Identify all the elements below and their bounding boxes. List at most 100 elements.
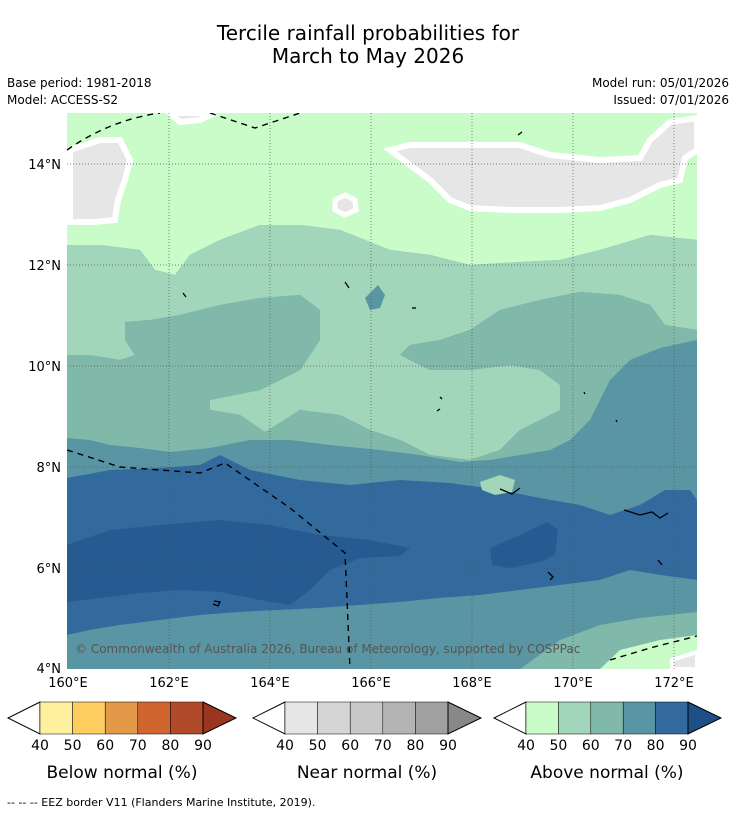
field-90-core-west: [67, 520, 410, 605]
copyright-text: © Commonwealth of Australia 2026, Bureau…: [75, 642, 580, 656]
lon-tick-label: 172°E: [654, 676, 694, 691]
lat-tick-label: 10°N: [28, 360, 61, 375]
colorbar-swatch: [284, 701, 318, 735]
map-title: Tercile rainfall probabilities for March…: [0, 22, 736, 68]
colorbar-near-normal: 40 50 60 70 80 90 Near normal (%): [251, 701, 483, 783]
atolls: [182, 131, 669, 607]
atoll-mark: [657, 559, 663, 566]
eez-border-north-2: [209, 113, 301, 129]
field-70-80-islet: [365, 285, 385, 310]
atoll-mark: [623, 509, 669, 519]
lon-tick-label: 160°E: [48, 676, 88, 691]
colorbar-tick: 50: [64, 738, 82, 754]
colorbar-above-normal: 40 50 60 70 80 90 Above normal (%): [492, 701, 723, 783]
field-60-70-band: [67, 292, 697, 462]
colorbar-swatch: [590, 701, 624, 735]
colorbar-tick: 70: [614, 738, 632, 754]
atoll-mark: [182, 292, 187, 298]
meta-right: Model run: 05/01/2026 Issued: 07/01/2026: [592, 75, 729, 109]
lon-tick-label: 170°E: [553, 676, 593, 691]
eez-border-north: [67, 113, 161, 151]
atoll-mark: [615, 419, 618, 423]
atoll-mark: [517, 131, 523, 136]
colorbar-swatch: [349, 701, 384, 735]
colorbar-tick: 80: [406, 738, 424, 754]
model-run: Model run: 05/01/2026: [591, 76, 729, 90]
meta-left: Base period: 1981-2018 Model: ACCESS-S2: [7, 75, 152, 109]
atoll-mark: [212, 600, 221, 607]
probability-fields: © Commonwealth of Australia 2026, Bureau…: [67, 113, 697, 669]
near-normal-northeast: [383, 114, 697, 213]
gridlines: [67, 113, 697, 669]
title-line-1: Tercile rainfall probabilities for: [216, 21, 520, 45]
eez-border-south: [609, 635, 697, 661]
colorbar-tick: 50: [309, 738, 327, 754]
lat-tick-label: 12°N: [28, 259, 61, 274]
colorbar-swatch: [655, 701, 689, 735]
atoll-mark: [547, 571, 554, 581]
field-50-60-islet: [480, 475, 515, 495]
lon-tick-label: 164°E: [250, 676, 290, 691]
colorbar-tick: 40: [276, 738, 294, 754]
near-normal-isle: [332, 192, 359, 218]
colorbar-swatch: [137, 701, 171, 735]
colorbar-arrow-high: [447, 701, 483, 735]
colorbars: 40 50 60 70 80 90 Below normal (%) 40 50…: [6, 701, 723, 783]
colorbar-arrow-low: [6, 701, 41, 735]
colorbar-tick: 90: [679, 738, 697, 754]
colorbar-tick: 40: [31, 738, 49, 754]
colorbar-label: Near normal (%): [297, 763, 437, 783]
eez-border-west: [67, 449, 351, 669]
lat-tick-label: 8°N: [37, 461, 62, 476]
colorbar-tick: 60: [582, 738, 600, 754]
colorbar-tick: 50: [549, 738, 567, 754]
colorbar-tick: 80: [161, 738, 179, 754]
colorbar-swatch: [558, 701, 592, 735]
colorbar-tick: 40: [517, 738, 535, 754]
colorbar-tick: 90: [439, 738, 457, 754]
eez-footer-note: -- -- -- EEZ border V11 (Flanders Marine…: [7, 796, 316, 809]
colorbar-swatch: [72, 701, 106, 735]
colorbar-arrow-high: [687, 701, 723, 735]
axis-labels: 160°E 162°E 164°E 166°E 168°E 170°E 172°…: [28, 158, 694, 691]
colorbar-below-normal: 40 50 60 70 80 90 Below normal (%): [6, 701, 238, 783]
colorbar-arrow-high: [202, 701, 238, 735]
field-70-80-south: [67, 570, 697, 669]
issued-date: Issued: 07/01/2026: [613, 93, 729, 107]
lat-tick-label: 6°N: [37, 562, 62, 577]
eez-borders: [67, 113, 697, 669]
colorbar-tick: 70: [129, 738, 147, 754]
colorbar-swatch: [622, 701, 656, 735]
lon-tick-label: 168°E: [452, 676, 492, 691]
colorbar-tick: 60: [341, 738, 359, 754]
near-normal-south: [670, 649, 697, 669]
colorbar-arrow-low: [492, 701, 527, 735]
atoll-mark: [499, 487, 521, 495]
lat-tick-label: 14°N: [28, 158, 61, 173]
colorbar-swatch: [39, 701, 73, 735]
colorbar-swatch: [104, 701, 139, 735]
colorbar-tick: 70: [374, 738, 392, 754]
near-normal-patches: [67, 113, 697, 669]
lon-tick-label: 162°E: [149, 676, 189, 691]
lat-tick-label: 4°N: [37, 662, 62, 677]
colorbar-label: Below normal (%): [47, 763, 198, 783]
atoll-mark: [439, 396, 443, 400]
colorbar-label: Above normal (%): [530, 763, 683, 783]
colorbar-arrow-low: [251, 701, 286, 735]
colorbar-swatch: [317, 701, 351, 735]
near-normal-west: [67, 137, 134, 225]
atoll-mark: [344, 281, 350, 289]
near-normal-north: [165, 113, 217, 126]
model-name: Model: ACCESS-S2: [7, 93, 119, 107]
colorbar-swatch: [415, 701, 449, 735]
field-90-core-east: [490, 522, 558, 568]
colorbar-tick: 90: [194, 738, 212, 754]
colorbar-swatch: [525, 701, 559, 735]
field-50-60-band: [67, 225, 697, 460]
colorbar-tick: 80: [647, 738, 665, 754]
lon-tick-label: 166°E: [351, 676, 391, 691]
colorbar-swatch: [382, 701, 416, 735]
title-line-2: March to May 2026: [271, 44, 465, 68]
